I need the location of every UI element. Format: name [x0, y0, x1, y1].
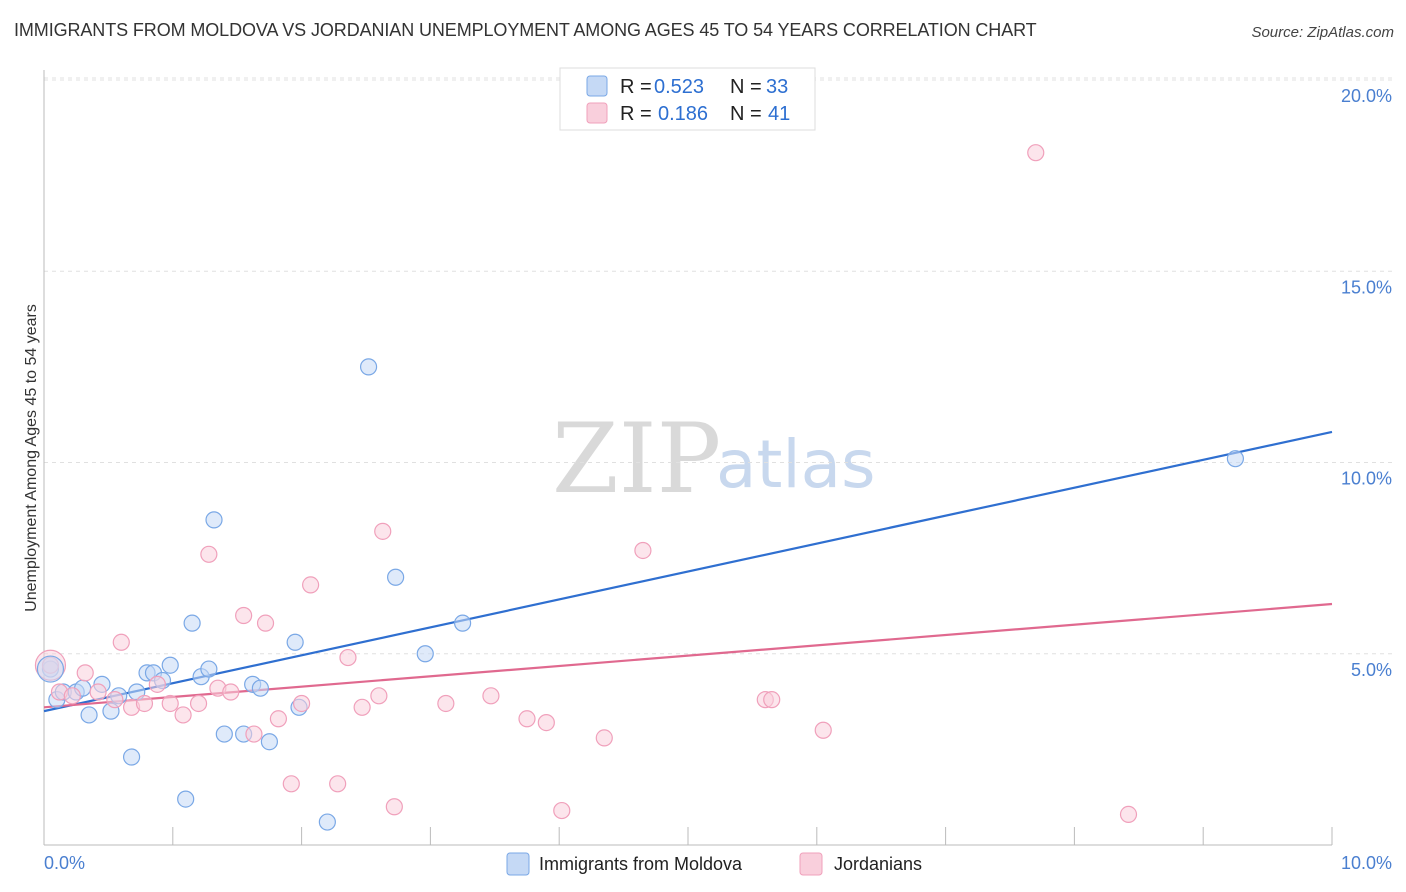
point-moldova — [80, 706, 98, 724]
legend-r-label-jordanians: R = — [620, 103, 652, 125]
x-tick-label-max: 10.0% — [1341, 853, 1392, 873]
point-jordanians — [200, 545, 218, 563]
point-jordanians — [302, 576, 320, 594]
point-jordanians — [537, 713, 555, 732]
y-tick-label: 20.0% — [1341, 86, 1392, 106]
point-jordanians — [353, 698, 371, 716]
bottom-legend-label-jordanians: Jordanians — [834, 854, 922, 874]
bottom-legend: Immigrants from Moldova Jordanians — [506, 852, 922, 876]
gridlines — [44, 77, 1392, 655]
point-moldova — [286, 633, 304, 651]
legend-r-label-moldova: R = — [620, 76, 652, 98]
point-jordanians — [135, 694, 154, 713]
point-jordanians — [1027, 144, 1045, 162]
point-jordanians — [1119, 805, 1138, 824]
point-moldova — [177, 790, 195, 808]
source-label: Source: ZipAtlas.com — [1251, 24, 1394, 41]
point-jordanians — [634, 541, 652, 560]
point-jordanians — [374, 522, 392, 540]
legend-n-value-jordanians: 41 — [768, 103, 790, 125]
point-moldova — [387, 568, 405, 586]
y-tick-label: 10.0% — [1341, 469, 1392, 489]
point-jordanians — [148, 675, 166, 693]
point-jordanians — [235, 606, 253, 625]
point-jordanians — [518, 710, 536, 728]
legend-n-label-moldova: N = — [730, 76, 762, 98]
y-tick-labels: 5.0% 10.0% 15.0% 20.0% — [1341, 86, 1392, 680]
point-moldova — [161, 656, 179, 674]
point-moldova — [359, 358, 378, 376]
point-jordanians — [482, 687, 500, 705]
data-points — [34, 144, 1245, 831]
legend-r-value-moldova: 0.523 — [654, 76, 704, 98]
point-jordanians — [222, 683, 240, 701]
point-jordanians — [269, 710, 288, 728]
point-jordanians — [437, 694, 455, 713]
chart-title: IMMIGRANTS FROM MOLDOVA VS JORDANIAN UNE… — [14, 20, 1037, 40]
point-jordanians — [553, 801, 571, 820]
point-moldova — [215, 725, 233, 743]
point-moldova — [416, 645, 434, 663]
legend-swatch-moldova — [586, 75, 608, 97]
point-jordanians — [385, 798, 403, 816]
trend-line-moldova — [43, 430, 1333, 713]
point-jordanians — [76, 664, 94, 682]
legend-swatch-jordanians — [586, 102, 608, 124]
point-moldova — [205, 511, 223, 529]
point-moldova — [122, 748, 141, 766]
legend-r-value-jordanians: 0.186 — [658, 103, 708, 125]
point-moldova — [200, 660, 218, 678]
point-jordanians — [112, 633, 130, 651]
point-jordanians — [293, 694, 311, 713]
x-ticks — [172, 827, 1333, 845]
point-jordanians — [339, 648, 357, 667]
point-jordanians — [256, 614, 275, 632]
point-moldova — [183, 614, 201, 632]
point-jordanians — [370, 687, 388, 705]
point-cluster-moldova — [36, 655, 65, 683]
point-jordanians — [106, 691, 124, 709]
point-jordanians — [763, 691, 781, 709]
y-axis-label: Unemployment Among Ages 45 to 54 years — [23, 304, 40, 612]
point-jordanians — [282, 775, 300, 793]
point-jordanians — [189, 694, 208, 713]
point-moldova — [251, 679, 269, 697]
point-moldova — [1226, 450, 1245, 468]
point-jordanians — [595, 729, 613, 747]
y-tick-label: 5.0% — [1351, 660, 1392, 680]
legend-n-label-jordanians: N = — [730, 103, 762, 125]
point-jordanians — [161, 694, 179, 713]
watermark-atlas: atlas — [716, 426, 876, 503]
legend-n-value-moldova: 33 — [766, 76, 788, 98]
bottom-legend-swatch-jordanians — [799, 852, 823, 876]
watermark-zip: ZIP — [552, 403, 721, 515]
legend: R = 0.523 N = 33 R = 0.186 N = 41 — [559, 67, 816, 131]
point-moldova — [454, 614, 472, 632]
point-jordanians — [245, 725, 263, 743]
bottom-legend-label-moldova: Immigrants from Moldova — [539, 854, 743, 874]
x-tick-label-min: 0.0% — [44, 853, 85, 873]
point-jordanians — [89, 683, 107, 701]
point-jordanians — [174, 706, 192, 724]
point-moldova — [260, 733, 278, 751]
point-jordanians — [814, 721, 832, 739]
point-jordanians — [329, 775, 347, 793]
bottom-legend-swatch-moldova — [506, 852, 530, 876]
point-moldova — [318, 813, 336, 831]
y-tick-label: 15.0% — [1341, 277, 1392, 297]
point-jordanians — [63, 687, 81, 705]
